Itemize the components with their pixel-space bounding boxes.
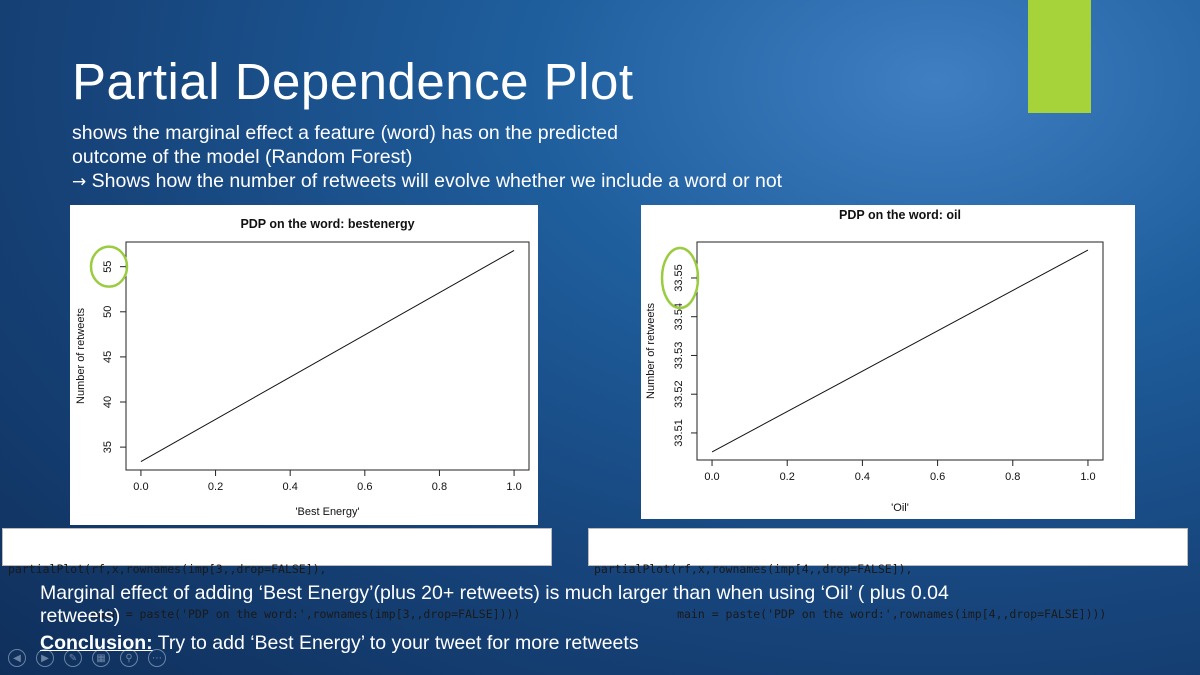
bottom-text: Marginal effect of adding ‘Best Energy’(…	[40, 582, 949, 655]
code-left-line-2: main = paste('PDP on the word:',rownames…	[8, 607, 521, 621]
pdp-chart-oil: PDP on the word: oil 0.0 0.2 0.4 0.6 0.8 1.0 33…	[645, 208, 1104, 514]
y-tick-label: 33.51	[673, 419, 685, 447]
chart-title: PDP on the word: bestenergy	[240, 217, 414, 231]
highlight-circle	[660, 246, 700, 310]
slideshow-nav-bar: ◀ ▶ ✎ ▦ ⚲ ⋯	[8, 649, 166, 669]
x-tick-label: 0.2	[780, 471, 795, 483]
plot-frame	[696, 241, 1104, 461]
slide-title: Partial Dependence Plot	[72, 53, 634, 110]
arrow-text: Shows how the number of retweets will ev…	[91, 170, 783, 192]
right-arrow-icon: →	[72, 172, 87, 192]
x-axis-label: 'Oil'	[891, 502, 909, 514]
slide-subtitle: shows the marginal effect a feature (wor…	[72, 121, 782, 193]
y-tick-label: 35	[102, 441, 114, 453]
chart-panel-left: PDP on the word: bestenergy 0.0 0.2 0.4 0.6 0…	[70, 205, 538, 525]
accent-bar	[1028, 0, 1091, 113]
x-tick-label: 1.0	[1080, 471, 1095, 483]
x-tick-label: 1.0	[506, 481, 521, 493]
chart-title: PDP on the word: oil	[839, 208, 961, 222]
slides-icon[interactable]: ▦	[92, 649, 110, 667]
y-tick-label: 33.52	[673, 380, 685, 408]
previous-icon[interactable]: ◀	[8, 649, 26, 667]
x-axis-label: 'Best Energy'	[295, 506, 359, 518]
y-tick-label: 55	[102, 261, 114, 273]
subtitle-line-2: outcome of the model (Random Forest)	[72, 146, 413, 168]
subtitle-line-3: → Shows how the number of retweets will …	[72, 169, 782, 193]
y-axis-label: Number of retweets	[645, 303, 657, 399]
chart-panel-right: PDP on the word: oil 0.0 0.2 0.4 0.6 0.8 1.0 33…	[641, 205, 1135, 519]
y-axis-label: Number of retweets	[75, 308, 87, 404]
x-tick-label: 0.0	[704, 471, 719, 483]
bottom-text-line-1: Marginal effect of adding ‘Best Energy’(…	[40, 582, 949, 604]
next-icon[interactable]: ▶	[36, 649, 54, 667]
x-tick-label: 0.6	[930, 471, 945, 483]
x-tick-label: 0.2	[208, 481, 223, 493]
x-tick-label: 0.8	[1005, 471, 1020, 483]
x-tick-label: 0.6	[357, 481, 372, 493]
code-block-left: partialPlot(rf,x,rownames(imp[3,,drop=FA…	[2, 528, 552, 621]
more-icon[interactable]: ⋯	[148, 649, 166, 667]
y-tick-label: 33.55	[673, 264, 685, 292]
code-right-line-1: partialPlot(rf,x,rownames(imp[4,,drop=FA…	[594, 562, 913, 576]
highlight-circle	[89, 245, 129, 288]
code-right-line-2: main = paste('PDP on the word:',rownames…	[594, 607, 1107, 621]
pdp-chart-bestenergy: PDP on the word: bestenergy 0.0 0.2 0.4 0.6 0…	[75, 217, 530, 518]
x-tick-label: 0.4	[855, 471, 870, 483]
subtitle-line-1: shows the marginal effect a feature (wor…	[72, 122, 618, 144]
y-tick-label: 50	[102, 306, 114, 318]
code-left-line-1: partialPlot(rf,x,rownames(imp[3,,drop=FA…	[8, 562, 327, 576]
code-block-right: partialPlot(rf,x,rownames(imp[4,,drop=FA…	[588, 528, 1188, 621]
pen-icon[interactable]: ✎	[64, 649, 82, 667]
conclusion-line: Conclusion: Try to add ‘Best Energy’ to …	[40, 632, 949, 655]
conclusion-text: Try to add ‘Best Energy’ to your tweet f…	[152, 632, 639, 654]
y-tick-label: 33.53	[673, 342, 685, 370]
y-tick-label: 40	[102, 396, 114, 408]
bottom-text-line-2: retweets)	[40, 605, 121, 627]
zoom-icon[interactable]: ⚲	[120, 649, 138, 667]
plot-frame	[125, 241, 530, 471]
pdp-line	[140, 250, 515, 462]
x-tick-label: 0.4	[283, 481, 298, 493]
x-tick-label: 0.0	[133, 481, 148, 493]
y-tick-label: 33.54	[673, 303, 685, 331]
pdp-line	[711, 249, 1089, 453]
conclusion-label: Conclusion:	[40, 632, 153, 654]
x-tick-label: 0.8	[432, 481, 447, 493]
y-tick-label: 45	[102, 351, 114, 363]
